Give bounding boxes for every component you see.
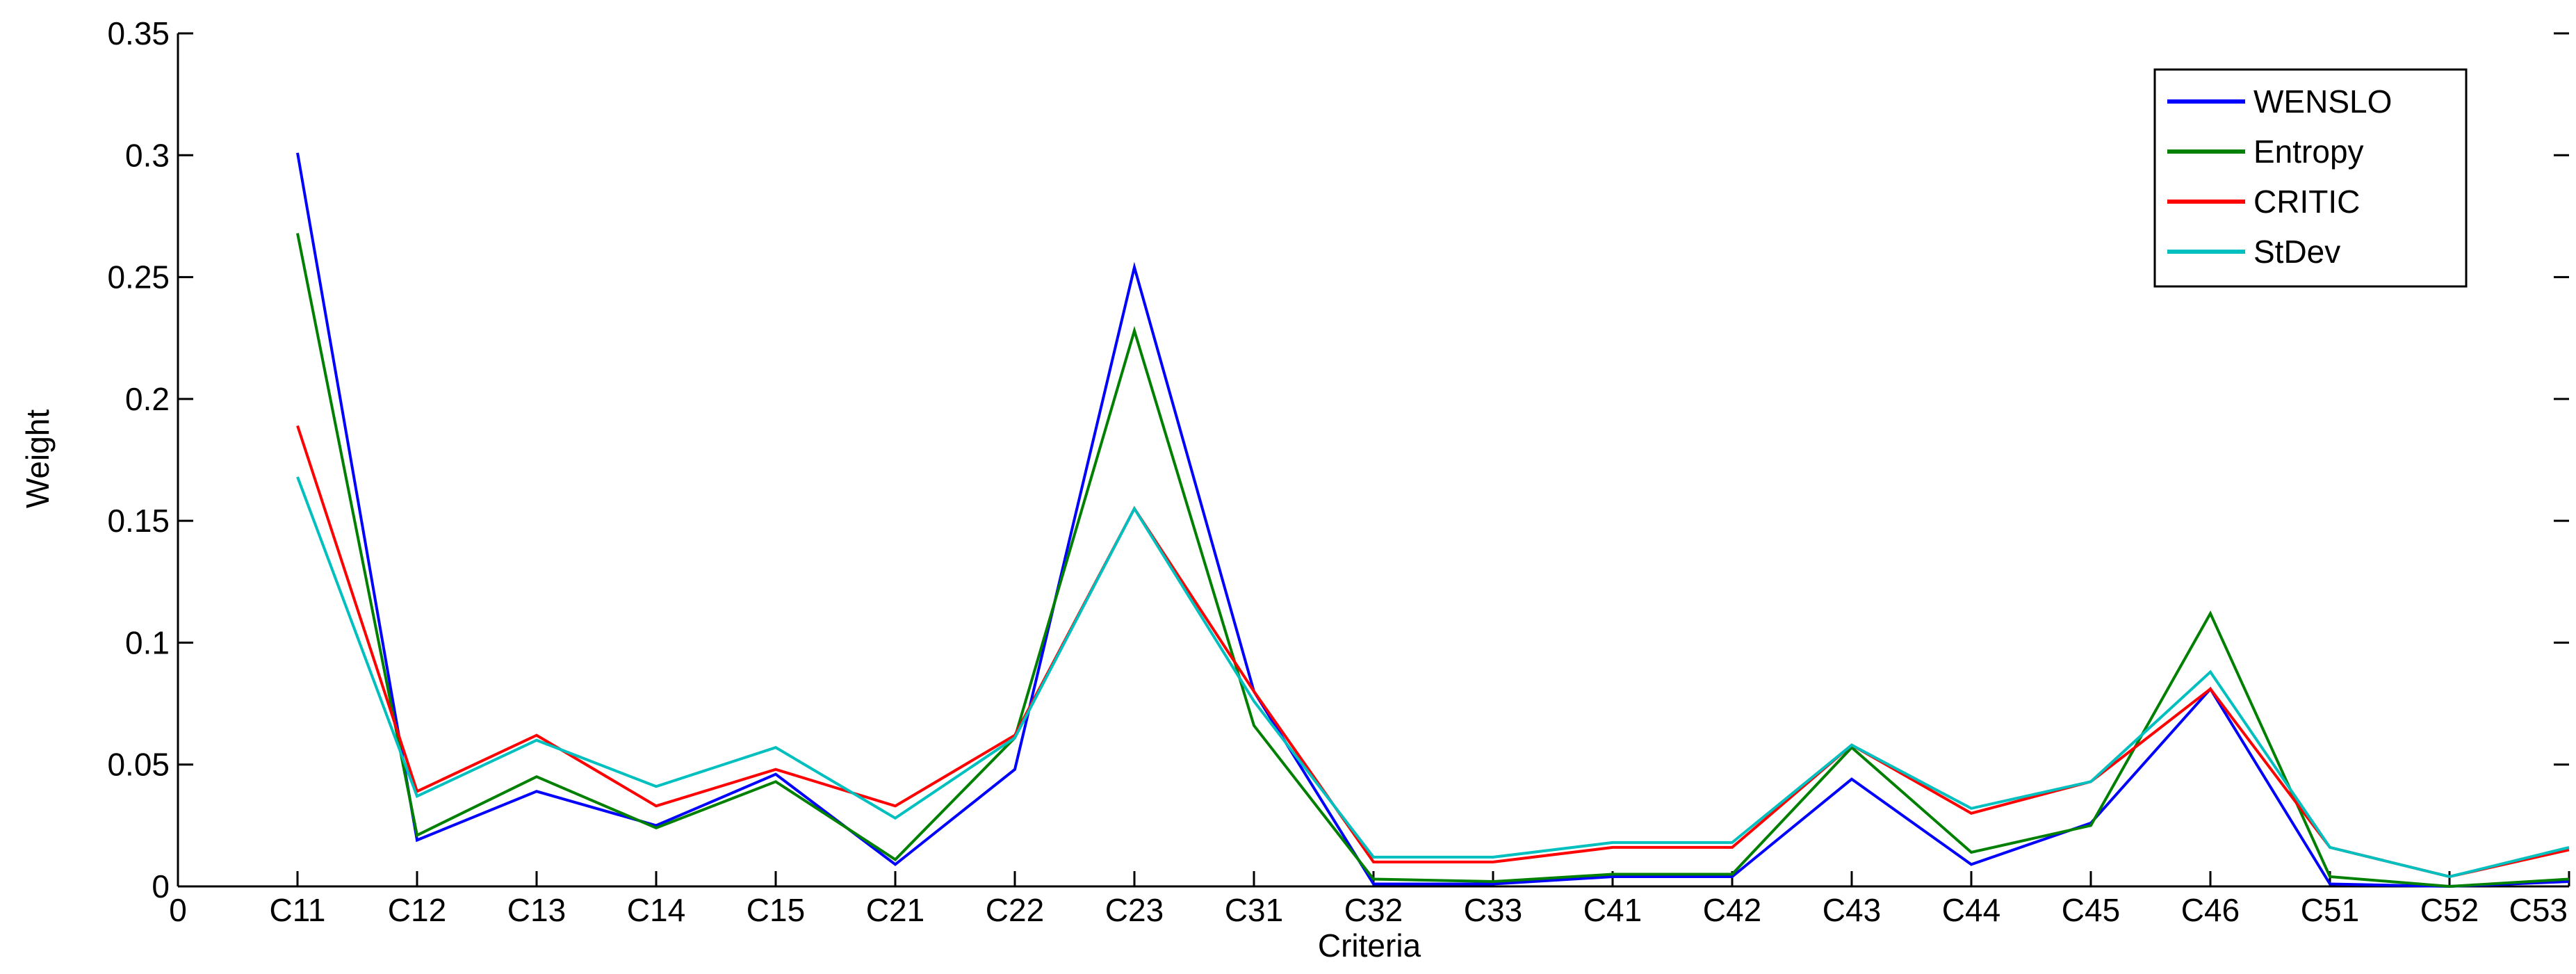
y-tick-label: 0.25 bbox=[107, 259, 170, 295]
x-axis-title: Criteria bbox=[1318, 927, 1421, 964]
x-tick-label: C13 bbox=[507, 892, 566, 928]
y-tick-label: 0.1 bbox=[125, 624, 170, 660]
x-tick-label: C14 bbox=[627, 892, 685, 928]
legend: WENSLO Entropy CRITIC StDev bbox=[2153, 68, 2468, 288]
x-tick-label: C23 bbox=[1105, 892, 1164, 928]
x-tick-label: C12 bbox=[388, 892, 446, 928]
y-tick-label: 0.3 bbox=[125, 137, 170, 173]
y-tick-label: 0.2 bbox=[125, 381, 170, 417]
series-lines bbox=[296, 152, 2570, 888]
legend-label: StDev bbox=[2253, 234, 2340, 270]
legend-label: WENSLO bbox=[2253, 83, 2392, 120]
y-axis-title: Weight bbox=[19, 409, 56, 509]
series-line-wenslo bbox=[296, 152, 2570, 888]
x-tick-label: C45 bbox=[2062, 892, 2120, 928]
y-tick-label: 0.35 bbox=[107, 15, 170, 51]
x-tick-label: C22 bbox=[986, 892, 1044, 928]
y-tick-label: 0 bbox=[152, 868, 170, 904]
legend-label: CRITIC bbox=[2253, 184, 2360, 220]
axes: 0 0.05 0.1 0.15 0.2 0.25 0.3 0.35 0 C11 C12 C13 C14 C… bbox=[107, 15, 2570, 928]
x-tick-label: C52 bbox=[2420, 892, 2479, 928]
series-line-stdev bbox=[296, 476, 2570, 879]
x-tick-label: C44 bbox=[1942, 892, 2000, 928]
x-tick-label: C11 bbox=[270, 892, 326, 928]
legend-label: Entropy bbox=[2253, 133, 2364, 170]
series-line-critic bbox=[296, 425, 2570, 879]
x-tick-label: C15 bbox=[747, 892, 805, 928]
series-line-entropy bbox=[296, 233, 2570, 888]
x-tick-label: C46 bbox=[2181, 892, 2240, 928]
x-tick-label: C31 bbox=[1225, 892, 1283, 928]
x-tick-label: C21 bbox=[866, 892, 924, 928]
y-tick-label: 0.15 bbox=[107, 503, 170, 539]
x-tick-label-origin: 0 bbox=[169, 892, 187, 928]
x-tick-label: C32 bbox=[1344, 892, 1403, 928]
x-tick-label: C33 bbox=[1464, 892, 1522, 928]
x-tick-label: C53 bbox=[2509, 892, 2568, 928]
x-tick-label: C51 bbox=[2301, 892, 2359, 928]
x-tick-label: C42 bbox=[1703, 892, 1761, 928]
x-tick-label: C41 bbox=[1583, 892, 1642, 928]
x-tick-label: C43 bbox=[1823, 892, 1881, 928]
y-tick-label: 0.05 bbox=[107, 747, 170, 783]
